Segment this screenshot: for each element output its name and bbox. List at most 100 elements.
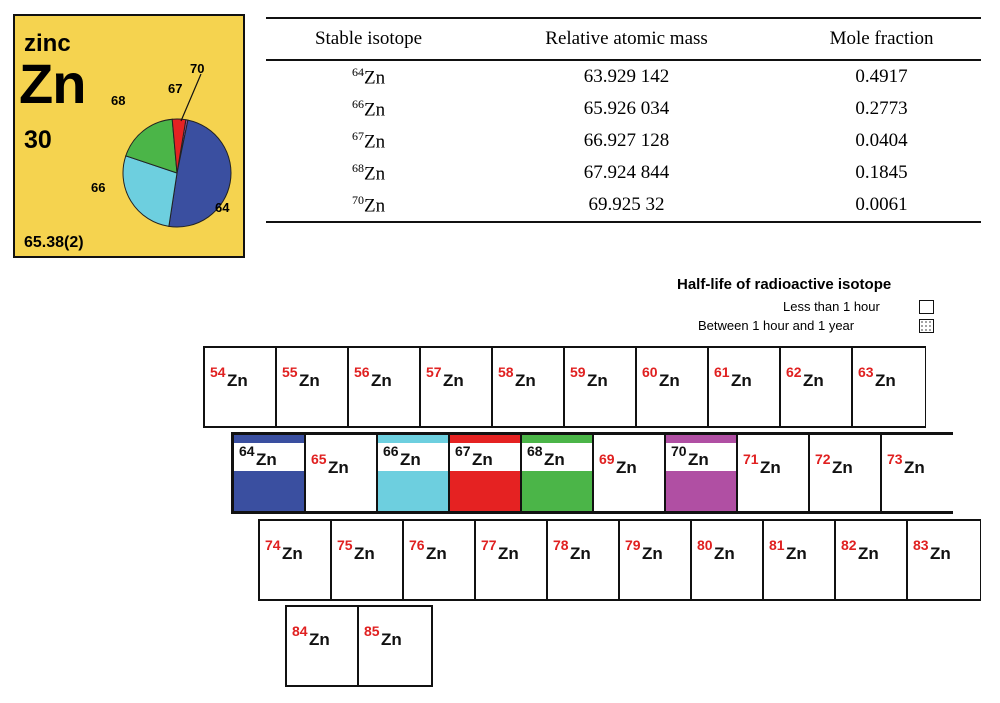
isotope-mass-number: 54 <box>210 364 226 380</box>
isotope-cell-70: 70 Zn <box>666 435 738 511</box>
isotope-cell-76: 76 Zn <box>404 521 476 599</box>
isotope-mass-number: 70 <box>671 443 687 459</box>
isotope-mass-number: 72 <box>815 451 831 467</box>
isotope-mass-number: 74 <box>265 537 281 553</box>
isotope-symbol: Zn <box>256 450 277 469</box>
isotope-cell-85: 85 Zn <box>359 607 431 685</box>
legend-label-short: Less than 1 hour <box>783 299 880 314</box>
atomic-number: 30 <box>24 126 52 154</box>
stable-isotope-table: Stable isotope Relative atomic mass Mole… <box>266 17 981 223</box>
pie-label-67: 67 <box>168 81 182 96</box>
isotope-symbol: Zn <box>400 450 421 469</box>
pie-slice-64 <box>168 119 232 228</box>
isotope-mass-number: 83 <box>913 537 929 553</box>
pie-slice-67 <box>171 118 187 174</box>
isotope-symbol: Zn <box>875 371 896 390</box>
isotope-cell: 67Zn <box>351 128 386 153</box>
isotope-symbol: Zn <box>354 544 375 563</box>
mass-cell: 65.926 034 <box>583 98 670 119</box>
table-row: 67Zn 66.927 128 0.0404 <box>266 125 981 157</box>
isotope-symbol: Zn <box>688 450 709 469</box>
isotope-symbol: Zn <box>299 371 320 390</box>
table-row: 68Zn 67.924 844 0.1845 <box>266 157 981 189</box>
header-stable-isotope: Stable isotope <box>266 17 472 61</box>
isotope-mass-number: 77 <box>481 537 497 553</box>
isotope-symbol: Zn <box>498 544 519 563</box>
isotope-cell: 64Zn <box>351 64 386 89</box>
fraction-cell: 0.1845 <box>855 162 908 183</box>
fraction-cell: 0.4917 <box>855 66 908 87</box>
isotope-mass-number: 75 <box>337 537 353 553</box>
isotope-symbol: Zn <box>570 544 591 563</box>
isotope-mass-number: 62 <box>786 364 802 380</box>
isotope-cell-67: 67 Zn <box>450 435 522 511</box>
mass-cell: 63.929 142 <box>583 66 670 87</box>
leader-line-70 <box>180 73 202 122</box>
isotope-cell-74: 74 Zn <box>260 521 332 599</box>
fraction-cell: 0.0404 <box>855 130 908 151</box>
legend-label-medium: Between 1 hour and 1 year <box>698 318 855 333</box>
fraction-cell: 0.2773 <box>855 98 908 119</box>
isotope-mass-number: 78 <box>553 537 569 553</box>
isotope-symbol: Zn <box>227 371 248 390</box>
isotope-symbol: Zn <box>426 544 447 563</box>
pie-label-66: 66 <box>91 180 105 195</box>
isotope-cell-55: 55 Zn <box>277 348 349 426</box>
isotope-symbol: Zn <box>731 371 752 390</box>
isotope-mass-number: 65 <box>311 451 327 467</box>
isotope-symbol: Zn <box>371 371 392 390</box>
isotope-cell-61: 61 Zn <box>709 348 781 426</box>
isotope-symbol: Zn <box>381 630 402 649</box>
isotope-symbol: Zn <box>282 544 303 563</box>
isotope-pie-chart: 64 66 67 68 70 <box>91 61 232 228</box>
isotope-mass-number: 63 <box>858 364 874 380</box>
mass-cell: 67.924 844 <box>583 162 670 183</box>
mass-cell: 69.925 32 <box>471 189 783 223</box>
isotope-mass-number: 69 <box>599 451 615 467</box>
atomic-weight: 65.38(2) <box>24 234 84 251</box>
isotope-cell-59: 59 Zn <box>565 348 637 426</box>
isotope-mass-number: 67 <box>455 443 471 459</box>
isotope-symbol: Zn <box>328 458 349 477</box>
isotope-mass-number: 81 <box>769 537 785 553</box>
isotope-symbol: Zn <box>786 544 807 563</box>
isotope-row-2: 64 Zn 65 Zn 66 Zn 67 Zn 68 Zn 69 Zn 70 Zn 71 Zn 72 Zn 73 Zn <box>231 432 954 514</box>
isotope-cell-68: 68 Zn <box>522 435 594 511</box>
isotope-cell-58: 58 Zn <box>493 348 565 426</box>
isotope-cell-71: 71 Zn <box>738 435 810 511</box>
isotope-symbol: Zn <box>904 458 925 477</box>
fraction-cell: 0.0061 <box>782 189 981 223</box>
isotope-mass-number: 55 <box>282 364 298 380</box>
header-mole-fraction: Mole fraction <box>782 17 981 61</box>
isotope-mass-number: 71 <box>743 451 759 467</box>
isotope-symbol: Zn <box>587 371 608 390</box>
isotope-row-3: 74 Zn 75 Zn 76 Zn 77 Zn 78 Zn 79 Zn 80 Zn 81 Zn 82 Zn 83 Zn <box>258 519 981 601</box>
pie-slice-66 <box>122 155 178 227</box>
isotope-cell-78: 78 Zn <box>548 521 620 599</box>
isotope-mass-number: 58 <box>498 364 514 380</box>
isotope-symbol: Zn <box>642 544 663 563</box>
isotope-cell-83: 83 Zn <box>908 521 980 599</box>
isotope-symbol: Zn <box>472 450 493 469</box>
isotope-symbol: Zn <box>930 544 951 563</box>
isotope-mass-number: 80 <box>697 537 713 553</box>
isotope-symbol: Zn <box>616 458 637 477</box>
isotope-cell-63: 63 Zn <box>853 348 925 426</box>
isotope-symbol: Zn <box>309 630 330 649</box>
isotope-cell: 70Zn <box>266 189 472 223</box>
isotope-symbol: Zn <box>760 458 781 477</box>
isotope-symbol: Zn <box>544 450 565 469</box>
isotope-symbol: Zn <box>443 371 464 390</box>
isotope-cell-69: 69 Zn <box>594 435 666 511</box>
element-card: zinc Zn 30 65.38(2) 64 66 67 68 70 <box>13 14 245 258</box>
isotope-mass-number: 66 <box>383 443 399 459</box>
isotope-symbol: Zn <box>858 544 879 563</box>
isotope-cell: 66Zn <box>351 96 386 121</box>
isotope-mass-number: 68 <box>527 443 543 459</box>
isotope-cell-79: 79 Zn <box>620 521 692 599</box>
isotope-mass-number: 57 <box>426 364 442 380</box>
isotope-cell-62: 62 Zn <box>781 348 853 426</box>
isotope-mass-number: 60 <box>642 364 658 380</box>
isotope-symbol: Zn <box>714 544 735 563</box>
isotope-row-4: 84 Zn 85 Zn <box>285 605 433 687</box>
